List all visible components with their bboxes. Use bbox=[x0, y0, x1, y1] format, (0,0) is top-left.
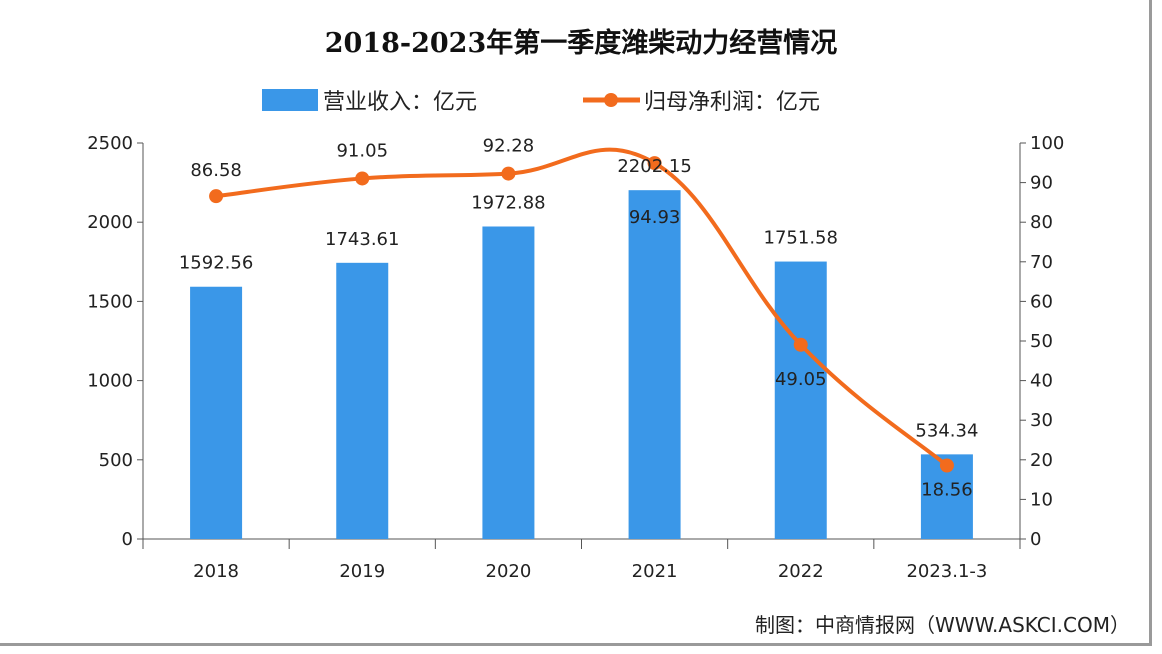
right-tick-label: 10 bbox=[1030, 489, 1053, 510]
chart-title: 2018-2023年第一季度潍柴动力经营情况 bbox=[325, 27, 838, 59]
profit-marker bbox=[355, 171, 370, 186]
source-note: 制图：中商情报网（WWW.ASKCI.COM） bbox=[755, 613, 1130, 637]
revenue-data-label: 534.34 bbox=[915, 420, 978, 441]
right-tick-label: 70 bbox=[1030, 252, 1053, 273]
profit-data-label: 49.05 bbox=[775, 369, 827, 390]
left-tick-label: 2500 bbox=[87, 133, 133, 154]
left-tick-label: 2000 bbox=[87, 212, 133, 233]
revenue-bar bbox=[628, 190, 681, 539]
x-tick-label: 2020 bbox=[486, 561, 532, 582]
profit-data-label: 18.56 bbox=[921, 480, 973, 501]
revenue-bar bbox=[482, 226, 535, 540]
right-tick-label: 50 bbox=[1030, 331, 1053, 352]
profit-data-label: 94.93 bbox=[629, 207, 681, 228]
right-tick-label: 0 bbox=[1030, 529, 1041, 550]
profit-line bbox=[215, 147, 949, 468]
revenue-data-label: 2202.15 bbox=[617, 156, 691, 177]
legend-line-label: 归母净利润：亿元 bbox=[644, 90, 820, 115]
x-tick-label: 2018 bbox=[193, 561, 239, 582]
profit-marker bbox=[209, 189, 224, 204]
left-tick-label: 0 bbox=[122, 529, 133, 550]
chart-frame bbox=[0, 0, 1152, 646]
profit-data-label: 92.28 bbox=[483, 136, 535, 157]
right-tick-label: 90 bbox=[1030, 173, 1053, 194]
left-tick-label: 500 bbox=[99, 450, 133, 471]
x-tick-label: 2021 bbox=[632, 561, 678, 582]
left-tick-label: 1500 bbox=[87, 291, 133, 312]
revenue-data-label: 1592.56 bbox=[179, 253, 253, 274]
right-tick-label: 40 bbox=[1030, 371, 1053, 392]
legend-line-marker bbox=[604, 93, 618, 107]
right-tick-label: 20 bbox=[1030, 450, 1053, 471]
revenue-data-label: 1751.58 bbox=[764, 228, 838, 249]
right-tick-label: 80 bbox=[1030, 212, 1053, 233]
revenue-bar bbox=[190, 286, 243, 539]
revenue-data-label: 1743.61 bbox=[325, 229, 399, 250]
left-tick-label: 1000 bbox=[87, 371, 133, 392]
profit-marker bbox=[793, 337, 808, 352]
legend-bar-label: 营业收入：亿元 bbox=[323, 90, 477, 115]
x-tick-label: 2019 bbox=[339, 561, 385, 582]
x-tick-label: 2022 bbox=[778, 561, 824, 582]
right-tick-label: 100 bbox=[1030, 133, 1064, 154]
revenue-bar bbox=[774, 261, 827, 539]
right-tick-label: 60 bbox=[1030, 291, 1053, 312]
profit-marker bbox=[501, 166, 516, 181]
profit-data-label: 91.05 bbox=[336, 140, 388, 161]
profit-marker bbox=[647, 156, 662, 171]
legend: 营业收入：亿元 归母净利润：亿元 bbox=[262, 89, 820, 115]
revenue-bar bbox=[336, 262, 389, 539]
x-tick-label: 2023.1-3 bbox=[906, 561, 987, 582]
profit-data-label: 86.58 bbox=[190, 160, 242, 181]
profit-marker bbox=[939, 458, 954, 473]
revenue-data-label: 1972.88 bbox=[471, 192, 545, 213]
legend-bar-swatch bbox=[262, 89, 318, 111]
right-tick-label: 30 bbox=[1030, 410, 1053, 431]
